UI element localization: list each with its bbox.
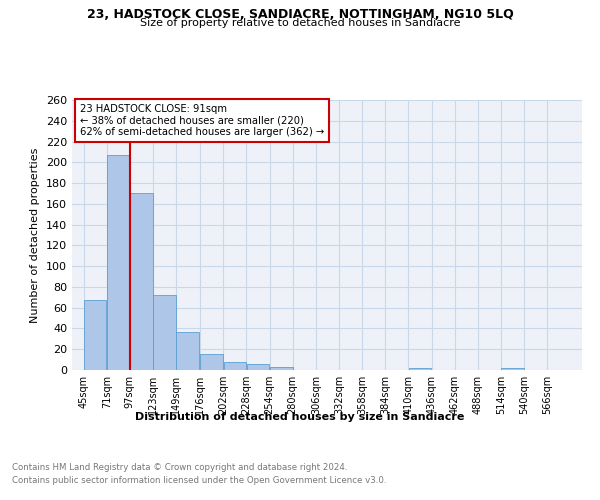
Bar — [501, 368, 524, 370]
Bar — [224, 362, 246, 370]
Text: Contains public sector information licensed under the Open Government Licence v3: Contains public sector information licen… — [12, 476, 386, 485]
Y-axis label: Number of detached properties: Number of detached properties — [31, 148, 40, 322]
Text: Size of property relative to detached houses in Sandiacre: Size of property relative to detached ho… — [140, 18, 460, 28]
Bar — [153, 295, 176, 370]
Bar — [270, 367, 293, 370]
Text: Distribution of detached houses by size in Sandiacre: Distribution of detached houses by size … — [136, 412, 464, 422]
Text: 23, HADSTOCK CLOSE, SANDIACRE, NOTTINGHAM, NG10 5LQ: 23, HADSTOCK CLOSE, SANDIACRE, NOTTINGHA… — [86, 8, 514, 20]
Bar — [200, 354, 223, 370]
Text: Contains HM Land Registry data © Crown copyright and database right 2024.: Contains HM Land Registry data © Crown c… — [12, 462, 347, 471]
Text: 23 HADSTOCK CLOSE: 91sqm
← 38% of detached houses are smaller (220)
62% of semi-: 23 HADSTOCK CLOSE: 91sqm ← 38% of detach… — [80, 104, 324, 137]
Bar — [176, 332, 199, 370]
Bar — [130, 194, 153, 370]
Bar — [247, 364, 269, 370]
Bar — [409, 368, 431, 370]
Bar — [107, 155, 130, 370]
Bar — [84, 300, 106, 370]
